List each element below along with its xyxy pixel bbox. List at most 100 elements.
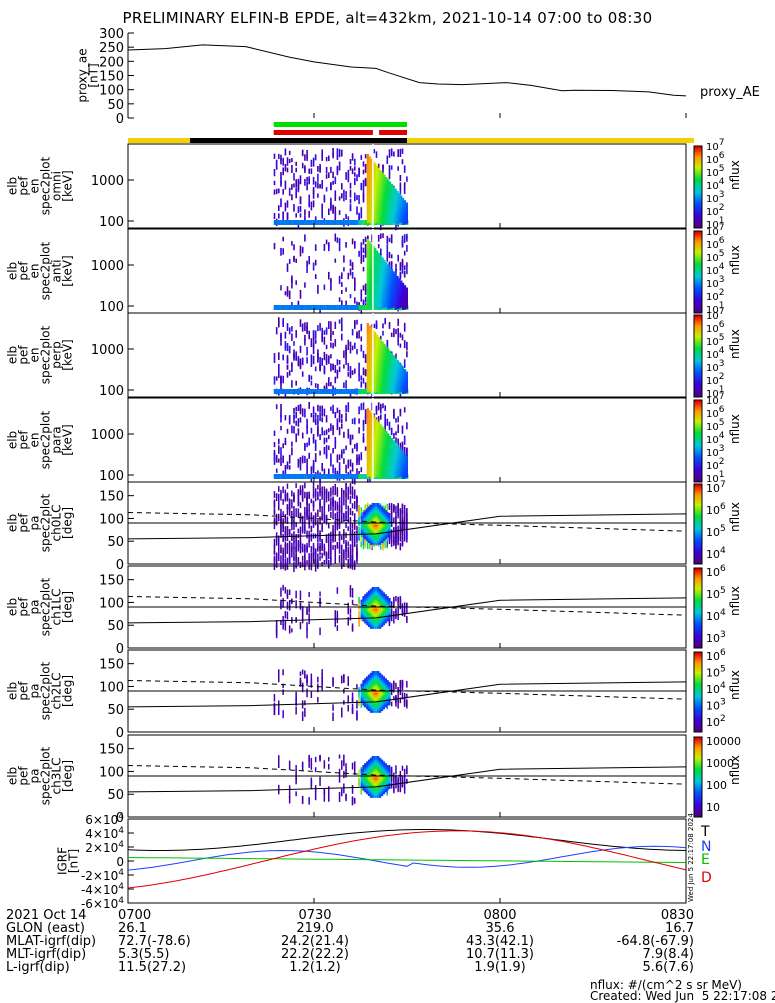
en_spec2plot_perp-pixel (385, 367, 387, 370)
pa_spec2plot_ch0LC-pixel (406, 508, 408, 512)
en_spec2plot_anti-pixel (367, 305, 369, 308)
en_spec2plot_perp-pixel (295, 351, 297, 360)
en_spec2plot_para-pixel (374, 465, 376, 468)
en_spec2plot_perp-pixel (315, 367, 317, 372)
en_spec2plot_omni-pixel (374, 172, 376, 175)
pa_spec2plot_ch0LC-pixel (332, 545, 334, 550)
en_spec2plot_perp-pixel (385, 370, 387, 373)
pa_spec2plot_ch0LC-pixel (287, 484, 289, 489)
en_spec2plot_para-pixel (385, 443, 387, 446)
en_spec2plot_perp-pixel (315, 331, 317, 339)
en_spec2plot_omni-pixel (306, 182, 308, 191)
en_spec2plot_para-pixel (374, 444, 376, 447)
en_spec2plot_omni-pixel (400, 149, 402, 157)
en_spec2plot_perp-pixel (339, 319, 341, 323)
pa_spec2plot_ch0LC-pixel (358, 506, 360, 515)
en_spec2plot_para-pixel (380, 427, 382, 430)
en_spec2plot_anti-pixel (395, 301, 397, 304)
en_spec2plot_omni-pixel (311, 220, 313, 225)
en_spec2plot_para-pixel (289, 465, 291, 469)
en_spec2plot_perp-pixel (306, 326, 308, 333)
en_spec2plot_perp-pixel (404, 384, 406, 387)
pa_spec2plot_ch0LC-pixel (328, 551, 330, 556)
en_spec2plot_anti-pixel (404, 288, 406, 291)
en_spec2plot_perp-pixel (367, 362, 369, 365)
en_spec2plot_perp-pixel (367, 323, 369, 326)
en_spec2plot_perp-pixel (304, 389, 306, 394)
en_spec2plot_para-pixel (385, 461, 387, 464)
en_spec2plot_omni-pixel (393, 216, 395, 219)
en_spec2plot_omni-pixel (345, 172, 347, 180)
en_spec2plot_omni-pixel (343, 190, 345, 197)
en_spec2plot_perp-pixel (332, 364, 334, 370)
en_spec2plot_perp-pixel (367, 356, 369, 359)
en_spec2plot_para-pixel (302, 456, 304, 460)
pa_spec2plot_ch0LC-pixel (280, 493, 282, 501)
en_spec2plot_para-pixel (376, 447, 378, 450)
en_spec2plot_para-pixel (367, 450, 369, 453)
en_spec2plot_para-pixel (315, 413, 317, 418)
en_spec2plot_omni-pixel (352, 153, 354, 157)
en_spec2plot_omni-pixel (295, 188, 297, 195)
en_spec2plot_anti-pixel (376, 266, 378, 269)
pa_spec2plot_ch2LC-pixel (295, 707, 297, 715)
en_spec2plot_omni-pixel (404, 218, 406, 221)
en_spec2plot_para-pixel (306, 474, 308, 479)
en_spec2plot_anti-pixel (367, 248, 369, 251)
en_spec2plot_para-pixel (291, 442, 293, 447)
pa_spec2plot_ch2LC-pixel (302, 670, 304, 675)
en_spec2plot_anti-pixel (393, 298, 395, 301)
en_spec2plot_perp-pixel (287, 343, 289, 351)
pa_spec2plot_ch2LC-pixel (356, 713, 358, 721)
en_spec2plot_perp-pixel (402, 370, 404, 373)
en_spec2plot_anti-pixel (400, 272, 402, 278)
pa_spec2plot_ch0LC-pixel (274, 521, 276, 530)
en_spec2plot_anti-pixel (352, 265, 354, 270)
pa_spec2plot_ch1LC-pixel (282, 598, 284, 608)
en_spec2plot_para-pixel (404, 454, 406, 457)
en_spec2plot_perp-pixel (376, 359, 378, 362)
en_spec2plot_anti-pixel (406, 306, 408, 309)
en_spec2plot_omni-pixel (293, 173, 295, 181)
en_spec2plot_anti-pixel (339, 305, 341, 310)
pa_spec2plot_ch1LC-pixel (350, 585, 352, 590)
en_spec2plot_perp-pixel (402, 388, 404, 391)
en_spec2plot_anti-pixel (319, 305, 321, 310)
en_spec2plot_para-pixel (291, 474, 293, 479)
pa_spec2plot_ch0LC-pixel (321, 553, 323, 559)
en_spec2plot_perp-pixel (398, 371, 400, 374)
en_spec2plot_omni-pixel (335, 207, 337, 215)
en_spec2plot_para-pixel (395, 446, 397, 449)
en_spec2plot_para-pixel (402, 476, 404, 479)
en_spec2plot_omni-pixel (389, 194, 391, 197)
en_spec2plot_para-pixel (395, 458, 397, 461)
en_spec2plot_para-pixel (385, 467, 387, 470)
pa_spec2plot_ch0LC-pixel (315, 551, 317, 557)
en_spec2plot_anti-pixel (343, 267, 345, 271)
pa_spec2plot_ch0LC-pixel (308, 503, 310, 510)
en_spec2plot_omni-pixel (376, 214, 378, 217)
en_spec2plot_anti-pixel (391, 254, 393, 258)
pa_spec2plot_ch1LC-pixel (377, 587, 379, 591)
en_spec2plot_omni-pixel (406, 203, 408, 206)
en_spec2plot_perp-pixel (304, 339, 306, 345)
en_spec2plot_omni-pixel (358, 213, 360, 221)
en_spec2plot_omni-pixel (345, 220, 347, 225)
en_spec2plot_anti-pixel (367, 245, 369, 248)
en_spec2plot_para-pixel (367, 435, 369, 438)
en_spec2plot_perp-pixel (348, 372, 350, 377)
pa_spec2plot_ch0LC-pixel (391, 540, 393, 547)
pa_spec2plot_ch0LC-pixel (317, 533, 319, 542)
en_spec2plot_perp-pixel (274, 376, 276, 384)
en_spec2plot_anti-pixel (361, 294, 363, 301)
pa_spec2plot_ch0LC-pixel (395, 506, 397, 514)
en_spec2plot_para-pixel (332, 427, 334, 435)
en_spec2plot_perp-pixel (367, 359, 369, 362)
en_spec2plot_perp-pixel (389, 375, 391, 378)
en_spec2plot_omni-pixel (319, 220, 321, 225)
en_spec2plot_omni-pixel (380, 182, 382, 185)
en_spec2plot_omni-pixel (380, 209, 382, 212)
en_spec2plot_perp-pixel (339, 367, 341, 373)
en_spec2plot_anti-pixel (404, 294, 406, 297)
pa_spec2plot_ch0LC-pixel (397, 505, 399, 512)
